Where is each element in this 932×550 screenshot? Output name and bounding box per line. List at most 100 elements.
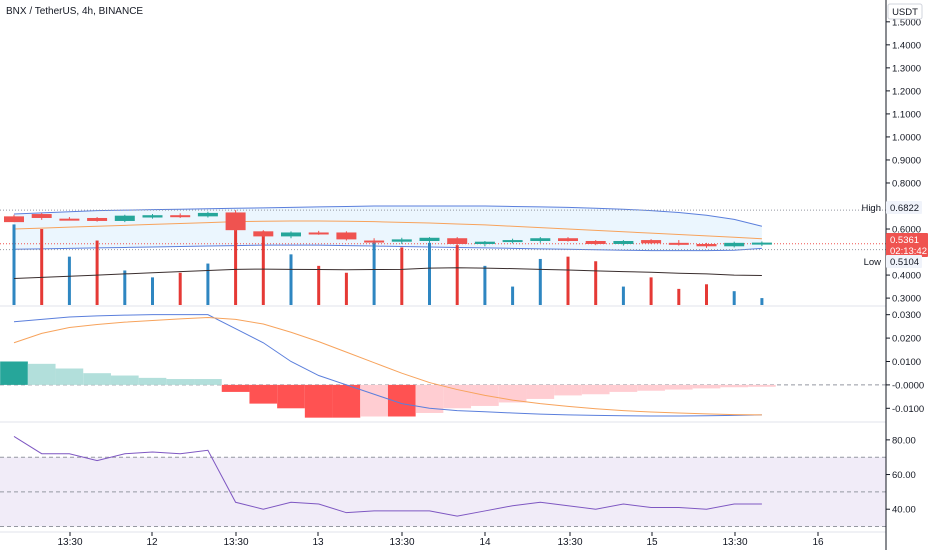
price-tick-label: 1.4000 — [892, 40, 921, 51]
candle-body[interactable] — [225, 212, 246, 231]
currency-badge[interactable]: USDT — [887, 3, 923, 20]
macd-histogram-bar[interactable] — [609, 384, 638, 392]
macd-histogram-bar[interactable] — [720, 384, 749, 388]
volume-bar[interactable] — [67, 256, 71, 305]
volume-bar[interactable] — [511, 286, 515, 305]
price-pane[interactable] — [0, 205, 886, 305]
rsi-pane[interactable] — [0, 435, 886, 528]
candle-body[interactable] — [641, 240, 662, 244]
macd-histogram-bar[interactable] — [138, 377, 167, 385]
candle-body[interactable] — [4, 216, 24, 223]
candle-body[interactable] — [668, 242, 689, 245]
candle-body[interactable] — [391, 239, 412, 242]
candle-body[interactable] — [87, 217, 108, 221]
volume-bar[interactable] — [95, 240, 99, 305]
volume-bar[interactable] — [732, 291, 736, 305]
time-tick-label: 13:30 — [223, 537, 248, 548]
candle-body[interactable] — [502, 240, 523, 243]
volume-bar[interactable] — [705, 284, 708, 305]
macd-histogram-bar[interactable] — [581, 384, 610, 395]
macd-histogram-bar[interactable] — [443, 384, 472, 409]
candle-body[interactable] — [308, 232, 329, 235]
volume-bar[interactable] — [455, 245, 459, 305]
volume-bar[interactable] — [760, 298, 764, 305]
candle-body[interactable] — [724, 242, 745, 247]
candle-body[interactable] — [281, 232, 301, 237]
volume-bar[interactable] — [12, 224, 16, 305]
candle-body[interactable] — [419, 237, 440, 241]
macd-histogram-bar[interactable] — [526, 384, 555, 399]
price-tick-label: 0.9000 — [892, 155, 921, 166]
volume-bar[interactable] — [400, 247, 404, 305]
volume-bar[interactable] — [151, 277, 154, 305]
candle-body[interactable] — [197, 212, 218, 217]
macd-histogram-bar[interactable] — [194, 379, 222, 385]
candle-body[interactable] — [253, 231, 274, 237]
volume-bar[interactable] — [649, 277, 653, 305]
volume-bar[interactable] — [178, 272, 182, 305]
macd-histogram-bar[interactable] — [0, 361, 28, 385]
macd-histogram-bar[interactable] — [166, 379, 195, 385]
macd-histogram-bar[interactable] — [554, 384, 582, 396]
time-tick-label: 13:30 — [557, 537, 582, 548]
candle-body[interactable] — [558, 238, 578, 241]
macd-histogram-bar[interactable] — [83, 373, 111, 385]
macd-histogram-bar[interactable] — [55, 368, 84, 385]
macd-histogram-bar[interactable] — [277, 384, 305, 409]
volume-bar[interactable] — [317, 265, 321, 305]
candle-body[interactable] — [31, 214, 52, 218]
macd-histogram-bar[interactable] — [360, 384, 388, 417]
volume-bar[interactable] — [206, 263, 210, 305]
volume-bar[interactable] — [234, 217, 238, 305]
macd-histogram-bar[interactable] — [637, 384, 665, 391]
candle-body[interactable] — [585, 240, 606, 244]
candle-body[interactable] — [751, 242, 772, 245]
volume-bar[interactable] — [566, 256, 570, 305]
candle-body[interactable] — [336, 232, 357, 240]
macd-histogram-bar[interactable] — [664, 384, 693, 390]
macd-histogram-bar[interactable] — [221, 384, 250, 392]
candle-body[interactable] — [59, 218, 80, 221]
macd-histogram-bar[interactable] — [27, 363, 56, 385]
candle-body[interactable] — [142, 215, 163, 218]
macd-histogram-bar[interactable] — [692, 384, 721, 389]
price-tick-label: 1.5000 — [892, 17, 921, 28]
rsi-tick-label: 80.00 — [892, 435, 916, 446]
volume-bar[interactable] — [594, 261, 598, 305]
macd-histogram-bar[interactable] — [110, 375, 139, 385]
macd-pane[interactable] — [0, 314, 886, 418]
candle-body[interactable] — [364, 240, 385, 243]
macd-histogram-bar[interactable] — [304, 384, 333, 418]
candle-body[interactable] — [114, 215, 135, 221]
macd-tick-label: -0.0100 — [892, 404, 924, 415]
macd-histogram-bar[interactable] — [748, 384, 776, 387]
volume-bar[interactable] — [483, 265, 487, 305]
high-value: 0.6822 — [890, 203, 919, 214]
volume-bar[interactable] — [40, 229, 44, 305]
macd-histogram-bar[interactable] — [249, 384, 278, 404]
volume-bar[interactable] — [538, 258, 542, 305]
volume-bar[interactable] — [289, 254, 293, 305]
macd-histogram-bar[interactable] — [498, 384, 527, 403]
volume-bar[interactable] — [428, 242, 431, 305]
candle-body[interactable] — [613, 240, 634, 244]
low-badge: Low 0.5104 — [864, 255, 922, 268]
volume-bar[interactable] — [677, 288, 681, 305]
macd-signal-line — [13, 316, 762, 416]
candle-body[interactable] — [530, 238, 551, 241]
macd-histogram-bar[interactable] — [332, 384, 361, 418]
volume-bar[interactable] — [344, 272, 348, 305]
volume-bar[interactable] — [621, 286, 625, 305]
time-tick-label: 14 — [479, 537, 491, 548]
time-tick-label: 16 — [812, 537, 824, 548]
macd-tick-label: 0.0300 — [892, 310, 921, 321]
candle-body[interactable] — [474, 241, 495, 244]
candle-body[interactable] — [447, 238, 468, 244]
candle-body[interactable] — [170, 215, 191, 218]
volume-bar[interactable] — [372, 240, 376, 305]
volume-bar[interactable] — [261, 231, 265, 305]
time-tick-label: 13:30 — [389, 537, 414, 548]
candle-body[interactable] — [696, 243, 717, 247]
volume-bar[interactable] — [123, 270, 127, 305]
